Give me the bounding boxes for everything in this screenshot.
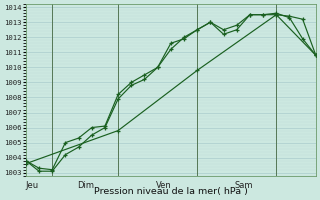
Text: Ven: Ven [156, 181, 172, 190]
Text: Jeu: Jeu [26, 181, 39, 190]
Text: Sam: Sam [234, 181, 252, 190]
X-axis label: Pression niveau de la mer( hPa ): Pression niveau de la mer( hPa ) [94, 187, 248, 196]
Text: Dim: Dim [77, 181, 94, 190]
